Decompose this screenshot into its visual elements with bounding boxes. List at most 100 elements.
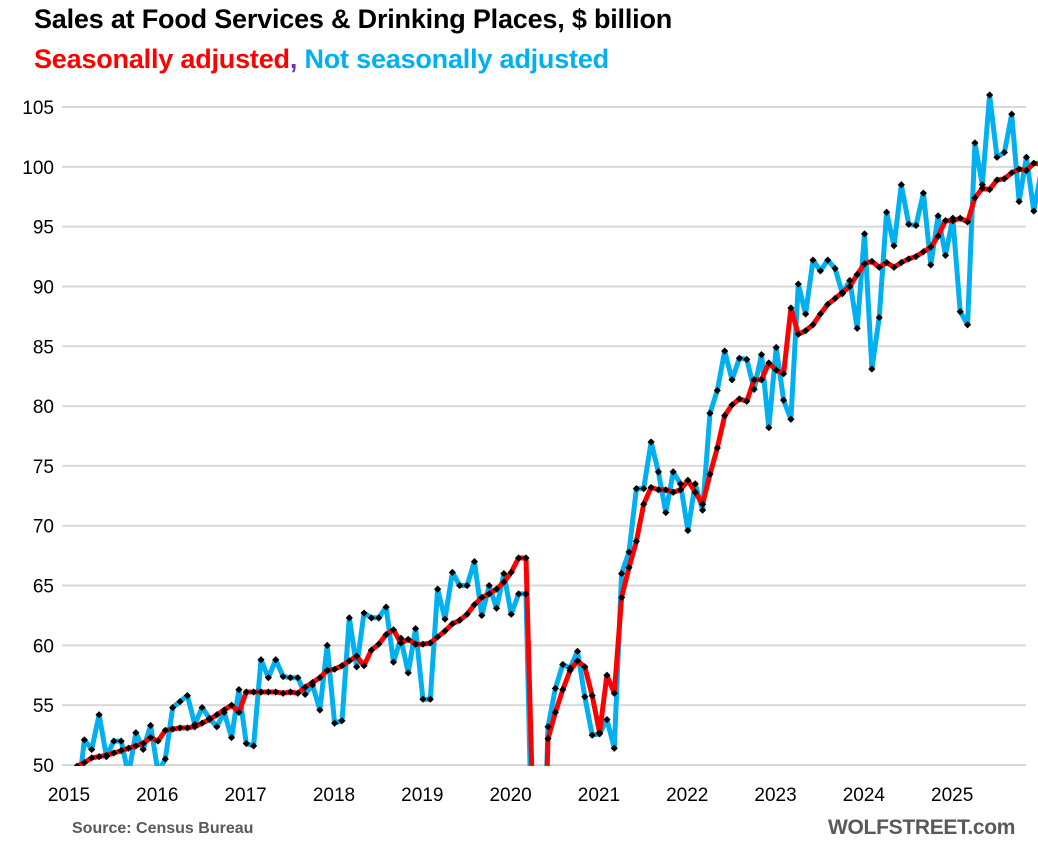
series-group (73, 91, 1038, 766)
data-point-seasonally-adjusted (279, 689, 287, 697)
data-point-seasonally-adjusted (345, 657, 353, 665)
data-point-not-seasonally-adjusted (227, 733, 236, 742)
data-point-not-seasonally-adjusted (147, 721, 155, 730)
data-point-seasonally-adjusted (816, 310, 824, 318)
x-tick-label: 2024 (843, 785, 886, 806)
data-point-not-seasonally-adjusted (684, 526, 692, 535)
y-tick-label: 105 (22, 98, 54, 119)
y-tick-label: 100 (22, 158, 54, 179)
data-point-not-seasonally-adjusted (1022, 153, 1031, 161)
data-point-seasonally-adjusted (662, 486, 670, 494)
data-point-seasonally-adjusted (272, 688, 280, 696)
data-point-seasonally-adjusted (316, 674, 324, 682)
data-point-not-seasonally-adjusted (831, 264, 839, 273)
data-point-seasonally-adjusted (647, 483, 655, 492)
data-point-not-seasonally-adjusted (809, 256, 817, 264)
data-point-seasonally-adjusted (566, 666, 574, 675)
data-point-not-seasonally-adjusted (522, 590, 530, 598)
data-point-not-seasonally-adjusted (603, 715, 611, 724)
data-point-not-seasonally-adjusted (765, 424, 773, 432)
data-point-seasonally-adjusted (227, 701, 236, 709)
data-point-not-seasonally-adjusted (640, 485, 648, 493)
data-point-seasonally-adjusted (559, 686, 567, 694)
data-point-not-seasonally-adjusted (500, 569, 508, 578)
data-point-not-seasonally-adjusted (110, 737, 118, 745)
data-point-not-seasonally-adjusted (448, 568, 456, 576)
data-point-not-seasonally-adjusted (316, 706, 324, 714)
data-point-seasonally-adjusted (905, 255, 913, 263)
data-point-not-seasonally-adjusted (169, 703, 177, 712)
y-tick-label: 95 (33, 218, 54, 239)
x-tick-label: 2021 (578, 785, 620, 806)
data-point-seasonally-adjusted (323, 666, 331, 675)
data-point-not-seasonally-adjusted (301, 690, 309, 699)
data-point-seasonally-adjusted (515, 554, 523, 562)
data-point-seasonally-adjusted (669, 488, 677, 496)
data-point-seasonally-adjusted (419, 640, 427, 648)
data-point-seasonally-adjusted (147, 733, 155, 742)
data-point-seasonally-adjusted (286, 688, 295, 696)
data-point-seasonally-adjusted (971, 194, 979, 202)
data-point-not-seasonally-adjusted (1015, 197, 1023, 206)
data-point-not-seasonally-adjusted (853, 324, 861, 332)
data-point-not-seasonally-adjusted (88, 745, 96, 754)
y-tick-label: 80 (33, 397, 54, 418)
y-tick-label: 75 (33, 457, 54, 478)
data-point-seasonally-adjusted (169, 725, 177, 733)
data-point-seasonally-adjusted (787, 304, 795, 312)
x-tick-label: 2025 (931, 785, 973, 806)
data-point-not-seasonally-adjusted (515, 590, 523, 598)
data-point-not-seasonally-adjusted (331, 719, 339, 727)
data-point-not-seasonally-adjusted (264, 674, 272, 682)
data-point-not-seasonally-adjusted (161, 755, 169, 763)
data-point-not-seasonally-adjusted (176, 697, 184, 706)
data-point-not-seasonally-adjusted (802, 310, 810, 318)
data-point-seasonally-adjusted (846, 282, 854, 291)
data-point-seasonally-adjusted (860, 260, 869, 268)
data-point-not-seasonally-adjusted (706, 409, 714, 417)
data-point-not-seasonally-adjusted (426, 695, 434, 703)
data-point-not-seasonally-adjusted (676, 480, 685, 488)
data-point-not-seasonally-adjusted (897, 181, 905, 189)
data-point-seasonally-adjusted (779, 370, 788, 378)
data-point-seasonally-adjusted (772, 366, 780, 374)
data-point-seasonally-adjusted (838, 288, 847, 297)
data-point-not-seasonally-adjusted (905, 220, 913, 228)
data-point-not-seasonally-adjusted (860, 230, 869, 238)
x-tick-label: 2017 (224, 785, 266, 806)
data-point-not-seasonally-adjusted (117, 737, 125, 745)
data-point-seasonally-adjusted (765, 359, 773, 367)
data-point-seasonally-adjusted (264, 688, 272, 696)
data-point-seasonally-adjusted (448, 620, 456, 628)
x-tick-label: 2020 (489, 785, 531, 806)
data-point-seasonally-adjusted (375, 640, 383, 648)
data-point-not-seasonally-adjusted (404, 669, 412, 677)
data-point-not-seasonally-adjusted (743, 355, 751, 364)
data-point-seasonally-adjusted (757, 376, 766, 384)
data-point-not-seasonally-adjusted (80, 736, 88, 744)
data-point-seasonally-adjusted (235, 708, 243, 716)
data-point-not-seasonally-adjusted (919, 189, 927, 197)
data-point-seasonally-adjusted (897, 258, 905, 267)
data-point-seasonally-adjusted (993, 176, 1001, 184)
data-point-seasonally-adjusted (478, 593, 486, 602)
data-point-seasonally-adjusted (853, 270, 861, 279)
data-point-seasonally-adjusted (132, 742, 140, 750)
data-point-seasonally-adjusted (728, 401, 736, 409)
data-point-seasonally-adjusted (934, 232, 942, 240)
data-point-seasonally-adjusted (434, 633, 442, 641)
data-point-seasonally-adjusted (595, 729, 604, 737)
data-point-not-seasonally-adjusted (382, 603, 390, 611)
y-tick-label: 70 (33, 517, 54, 538)
data-point-seasonally-adjusted (625, 564, 633, 572)
data-point-not-seasonally-adjusted (941, 251, 950, 259)
data-point-seasonally-adjusted (603, 671, 611, 679)
data-point-seasonally-adjusted (986, 185, 994, 194)
legend-separator: , (289, 44, 298, 74)
data-point-not-seasonally-adjusted (824, 256, 832, 264)
data-point-not-seasonally-adjusted (927, 261, 935, 269)
y-tick-label: 90 (33, 277, 54, 298)
data-point-seasonally-adjusted (927, 243, 935, 251)
y-tick-label: 65 (33, 577, 54, 598)
